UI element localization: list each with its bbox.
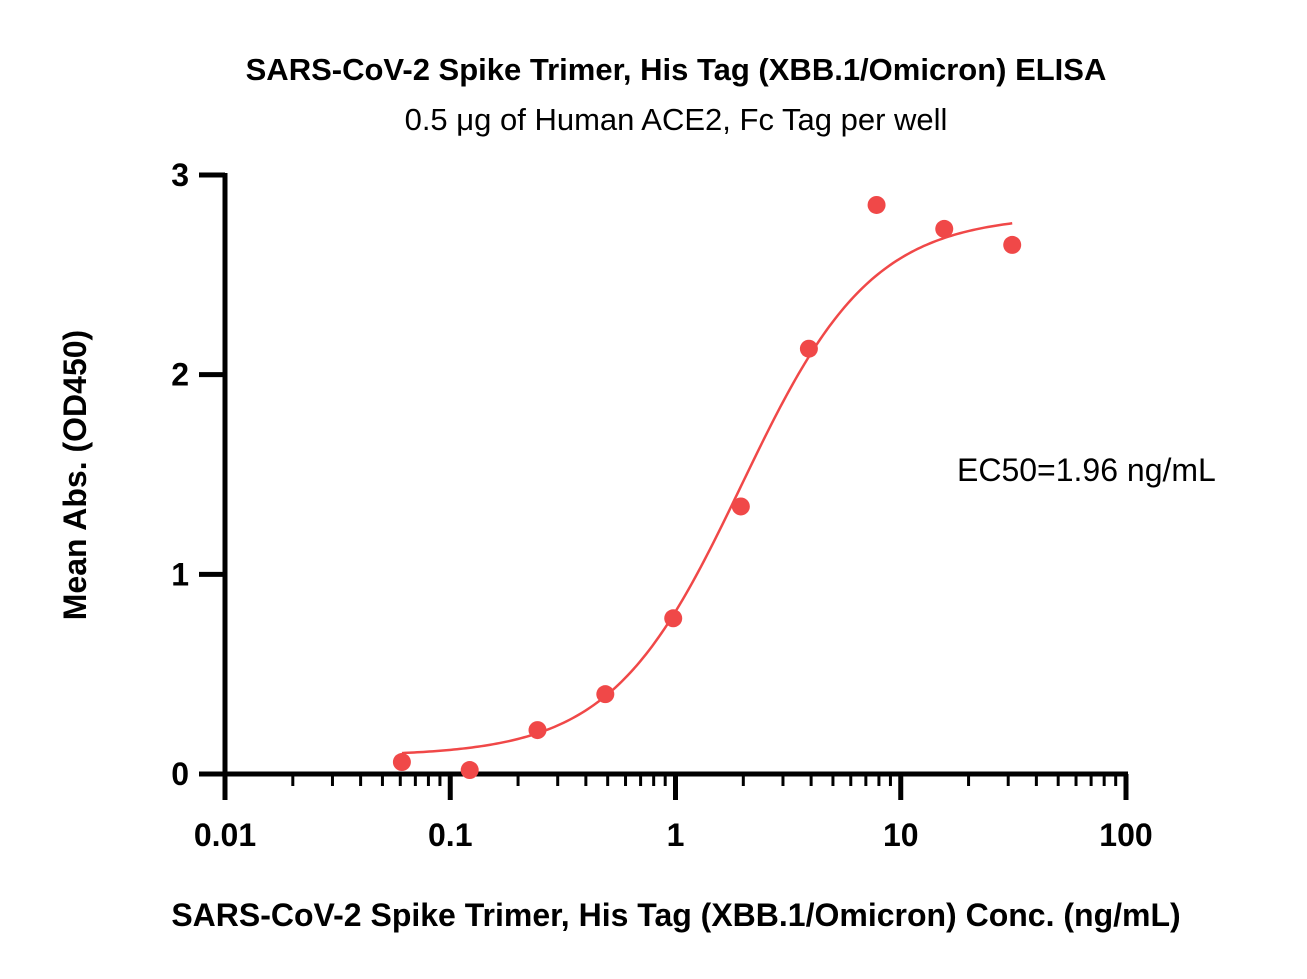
y-tick-label: 1 bbox=[171, 556, 189, 592]
y-tick-label: 0 bbox=[171, 756, 189, 792]
data-point bbox=[1003, 235, 1022, 254]
data-point bbox=[935, 219, 954, 238]
data-point bbox=[867, 195, 886, 214]
data-point bbox=[528, 721, 547, 740]
y-tick-label: 3 bbox=[171, 157, 189, 193]
data-point bbox=[664, 609, 683, 628]
data-point bbox=[596, 685, 615, 704]
data-point bbox=[731, 497, 750, 516]
x-tick-label: 100 bbox=[1099, 817, 1152, 853]
y-axis-title: Mean Abs. (OD450) bbox=[57, 330, 93, 620]
x-axis: 0.01 0.1 1 10 100 bbox=[194, 771, 1153, 853]
x-tick-label: 10 bbox=[883, 817, 919, 853]
x-tick-label: 0.01 bbox=[194, 817, 256, 853]
data-point bbox=[392, 753, 411, 772]
x-tick-label: 0.1 bbox=[428, 817, 472, 853]
chart-subtitle: 0.5 μg of Human ACE2, Fc Tag per well bbox=[405, 102, 948, 137]
y-tick-label: 2 bbox=[171, 357, 189, 393]
data-points bbox=[392, 195, 1022, 780]
ec50-annotation: EC50=1.96 ng/mL bbox=[957, 452, 1216, 488]
x-axis-title: SARS-CoV-2 Spike Trimer, His Tag (XBB.1/… bbox=[171, 897, 1180, 933]
fit-curve-layer bbox=[401, 222, 1013, 755]
chart-title: SARS-CoV-2 Spike Trimer, His Tag (XBB.1/… bbox=[246, 52, 1107, 87]
x-tick-label: 1 bbox=[667, 817, 685, 853]
data-point bbox=[799, 339, 818, 358]
y-axis: 0 1 2 3 bbox=[171, 157, 228, 792]
fit-curve bbox=[401, 222, 1013, 755]
data-point bbox=[460, 761, 479, 780]
